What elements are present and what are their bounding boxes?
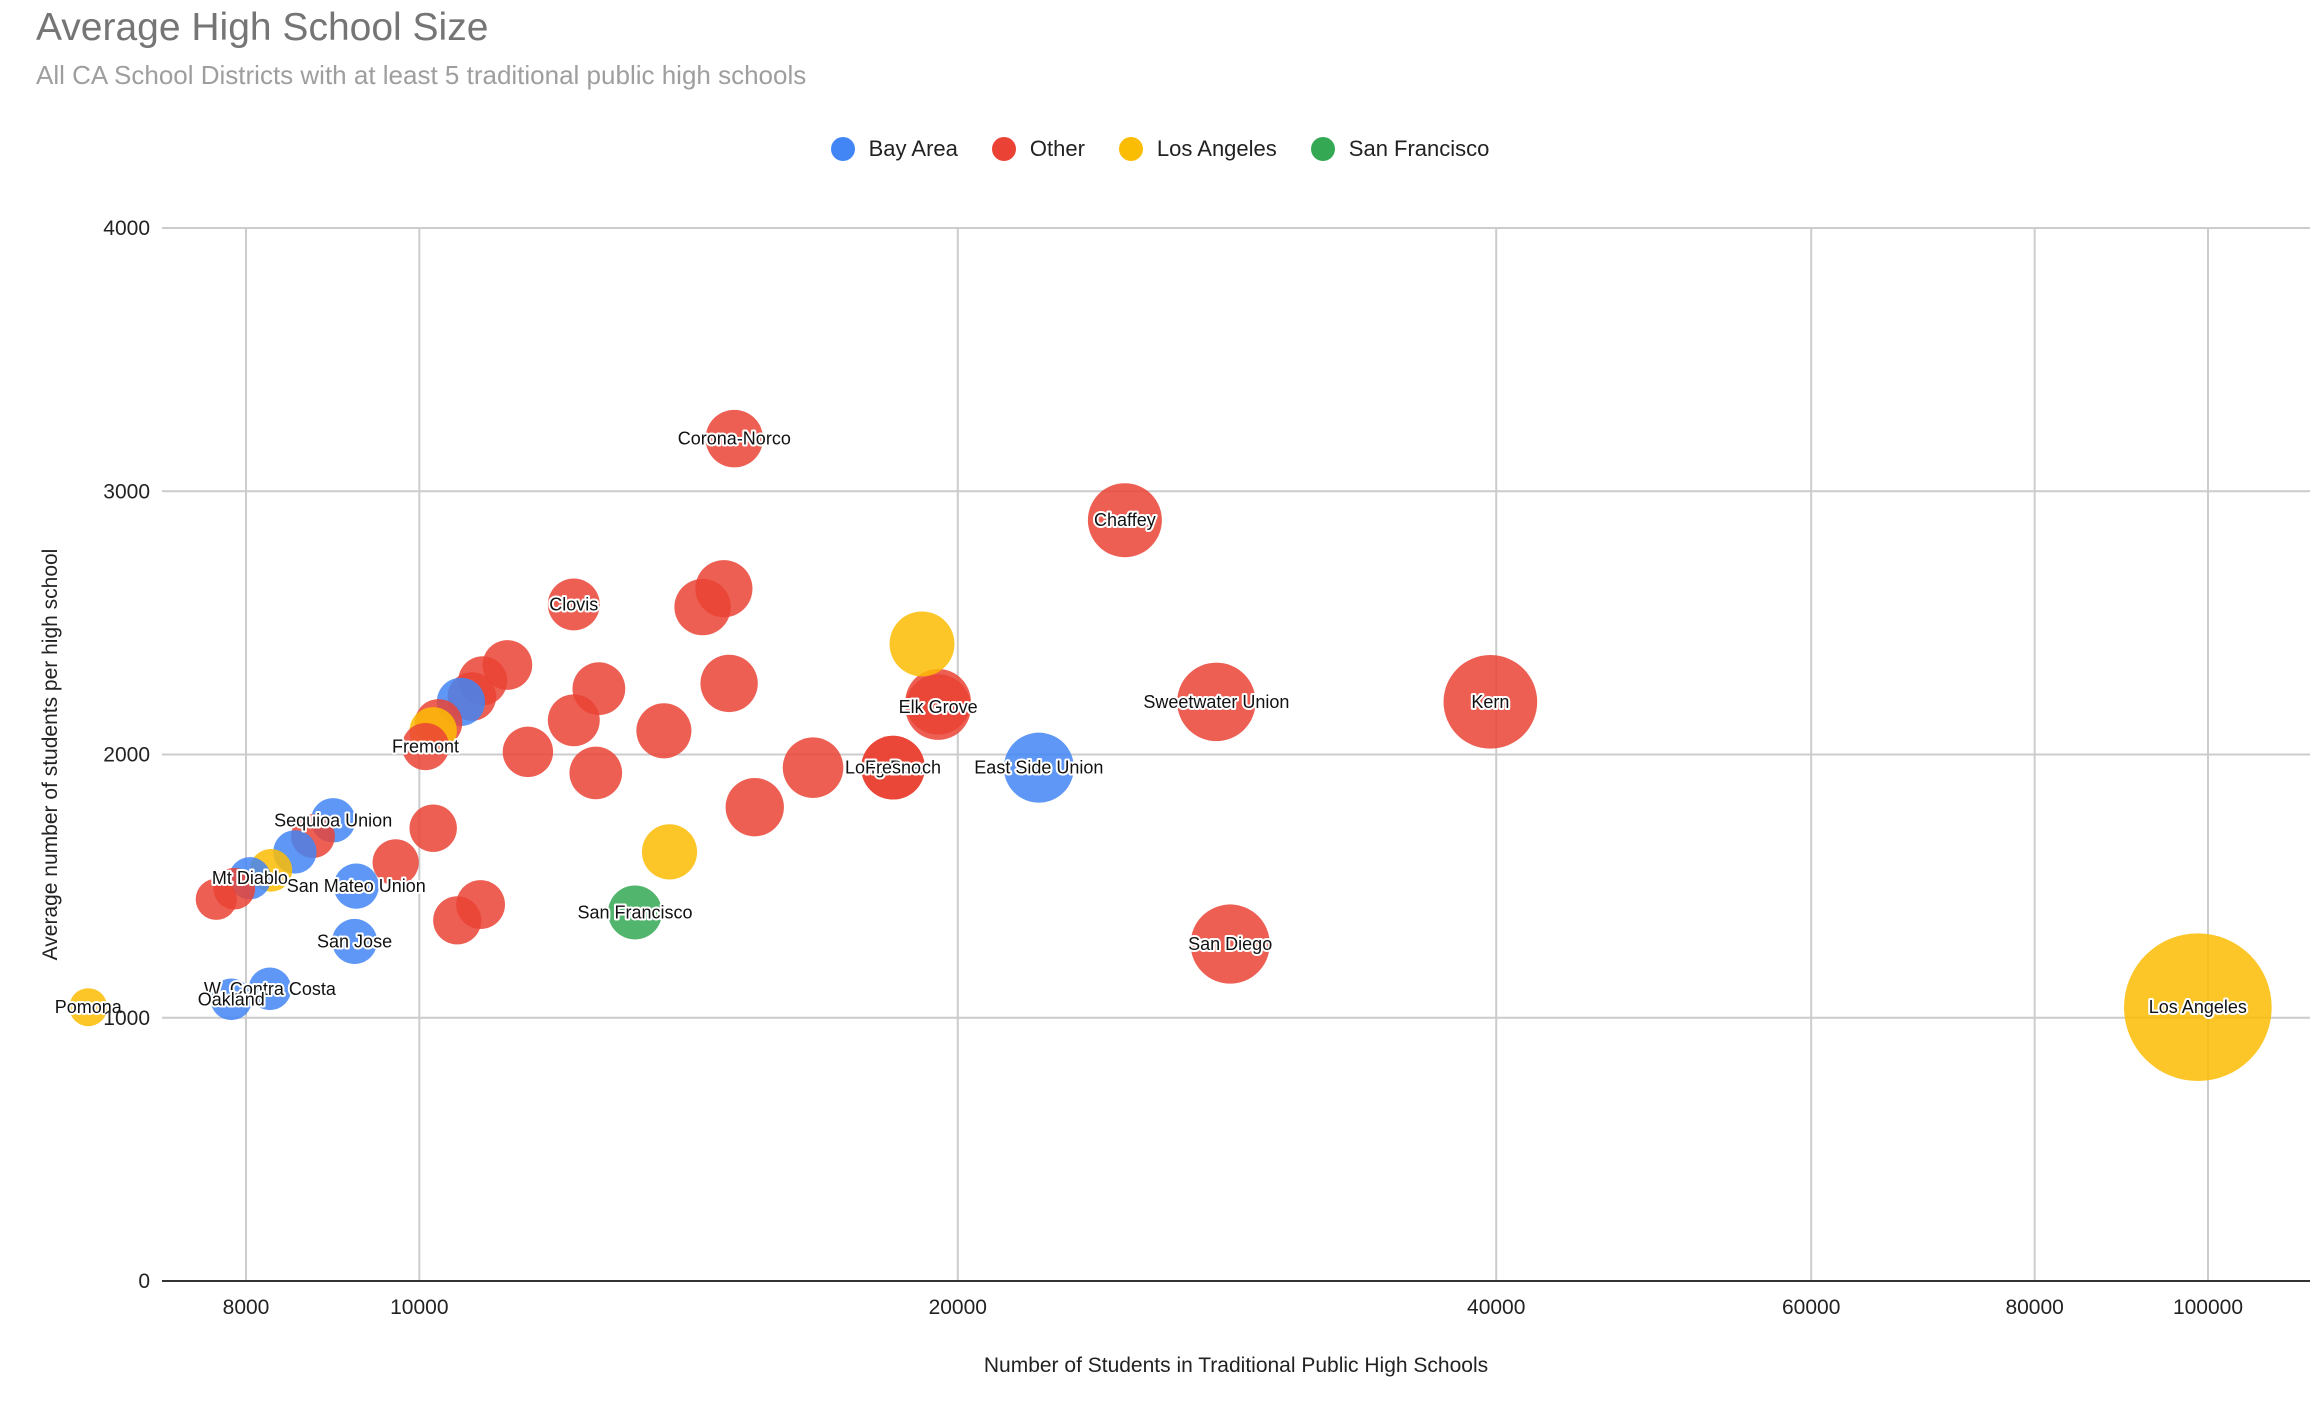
- legend-label: Bay Area: [868, 136, 958, 161]
- bubbles: [69, 409, 2272, 1082]
- bubble-other: [502, 726, 554, 778]
- bubble-label: East Side Union: [974, 758, 1103, 778]
- bubble-kern: [1443, 655, 1538, 749]
- bubble-label: Sequioa Union: [274, 810, 392, 830]
- bubble-label: Sweetwater Union: [1143, 692, 1289, 712]
- bubble-pomona: [69, 988, 108, 1027]
- bubble-san-jose: [332, 918, 378, 964]
- legend-swatch-san-francisco: [1310, 137, 1335, 161]
- bubble-label: Corona-Norco: [678, 429, 791, 449]
- y-tick-label: 0: [138, 1270, 150, 1293]
- legend-item-san-francisco[interactable]: San Francisco: [1310, 136, 1490, 162]
- bubble-label: Fremont: [392, 737, 459, 757]
- bubble-san-mateo-union: [333, 863, 379, 909]
- bubble-label: Los Angeles: [2149, 997, 2247, 1017]
- bubble-clovis: [547, 578, 600, 631]
- bubble-label: W. Contra Costa: [204, 979, 337, 999]
- bubble-los-angeles: [889, 611, 955, 677]
- bubble-elk-grove: [905, 674, 971, 740]
- bubble-other: [409, 804, 457, 852]
- bubble-label: Long Beach: [845, 758, 941, 778]
- bubble-san-diego: [1190, 904, 1270, 984]
- bubble-sweetwater-union: [1177, 662, 1256, 742]
- x-tick-label: 10000: [390, 1296, 448, 1319]
- bubble-other: [700, 654, 758, 713]
- legend-swatch-los-angeles: [1118, 137, 1143, 161]
- bubble-other: [636, 703, 692, 759]
- bubble-label: San Mateo Union: [287, 876, 426, 896]
- x-axis-title: Number of Students in Traditional Public…: [984, 1354, 1488, 1377]
- bubble-label: Clovis: [549, 594, 598, 614]
- x-tick-label: 40000: [1467, 1296, 1525, 1319]
- bubble-label: Kern: [1471, 692, 1509, 712]
- x-tick-label: 8000: [223, 1296, 270, 1319]
- legend-label: Los Angeles: [1156, 136, 1277, 161]
- bubble-chaffey: [1087, 483, 1162, 558]
- bubble-w-contra-costa: [248, 967, 292, 1011]
- legend-item-bay-area[interactable]: Bay Area: [830, 136, 958, 162]
- y-tick-label: 2000: [103, 744, 150, 767]
- legend-label: San Francisco: [1348, 136, 1490, 161]
- bubble-oakland: [210, 978, 253, 1021]
- bubble-other: [195, 878, 237, 920]
- bubble-san-francisco: [608, 885, 663, 940]
- bubble-corona-norco: [705, 409, 764, 468]
- bubble-other: [725, 777, 784, 837]
- x-tick-label: 100000: [2173, 1296, 2243, 1319]
- x-tick-label: 20000: [929, 1296, 987, 1319]
- bubble-los-angeles: [641, 824, 698, 880]
- legend-label: Other: [1029, 136, 1085, 161]
- bubble-fresno: [861, 735, 925, 800]
- bubble-label: San Jose: [317, 931, 392, 951]
- bubble-label: Mt Diablo: [212, 868, 288, 888]
- gridlines: [162, 227, 2310, 1281]
- bubble-label: Pomona: [55, 997, 123, 1017]
- y-axis-title: Average number of students per high scho…: [39, 549, 62, 961]
- bubble-label: Chaffey: [1094, 510, 1156, 530]
- legend: Bay Area Other Los Angeles San Francisco: [0, 136, 2320, 162]
- y-tick-label: 4000: [103, 217, 150, 240]
- bubble-label: Elk Grove: [899, 697, 978, 717]
- axes: 0 1000 2000 3000 4000 8000 10000 20000 40000 6000…: [39, 217, 2310, 1377]
- x-tick-label: 80000: [2005, 1296, 2063, 1319]
- chart-title: Average High School Size: [36, 6, 489, 49]
- bubble-other: [547, 694, 600, 747]
- bubble-fremont: [401, 723, 450, 771]
- x-tick-label: 60000: [1782, 1296, 1840, 1319]
- bubble-label: Fresno: [865, 758, 921, 778]
- bubble-label: San Diego: [1188, 934, 1272, 954]
- bubble-other: [372, 839, 419, 886]
- legend-item-los-angeles[interactable]: Los Angeles: [1118, 136, 1277, 162]
- bubble-other: [433, 896, 482, 945]
- bubble-other: [569, 746, 623, 800]
- legend-swatch-bay-area: [830, 137, 855, 161]
- bubble-other: [782, 737, 844, 798]
- bubble-label: San Francisco: [577, 902, 692, 922]
- bubble-other: [674, 578, 731, 636]
- y-tick-label: 1000: [103, 1007, 150, 1030]
- legend-swatch-other: [991, 137, 1016, 161]
- bubble-labels: Los Angeles Kern Sweetwater Union San Diego…: [53, 427, 2249, 1020]
- chart-subtitle: All CA School Districts with at least 5 …: [36, 60, 807, 90]
- legend-item-other[interactable]: Other: [991, 136, 1085, 162]
- bubble-label: Oakland: [198, 989, 265, 1009]
- bubble-los-angeles: [2124, 933, 2272, 1082]
- y-tick-label: 3000: [103, 480, 150, 503]
- bubble-east-side-union: [1003, 732, 1074, 803]
